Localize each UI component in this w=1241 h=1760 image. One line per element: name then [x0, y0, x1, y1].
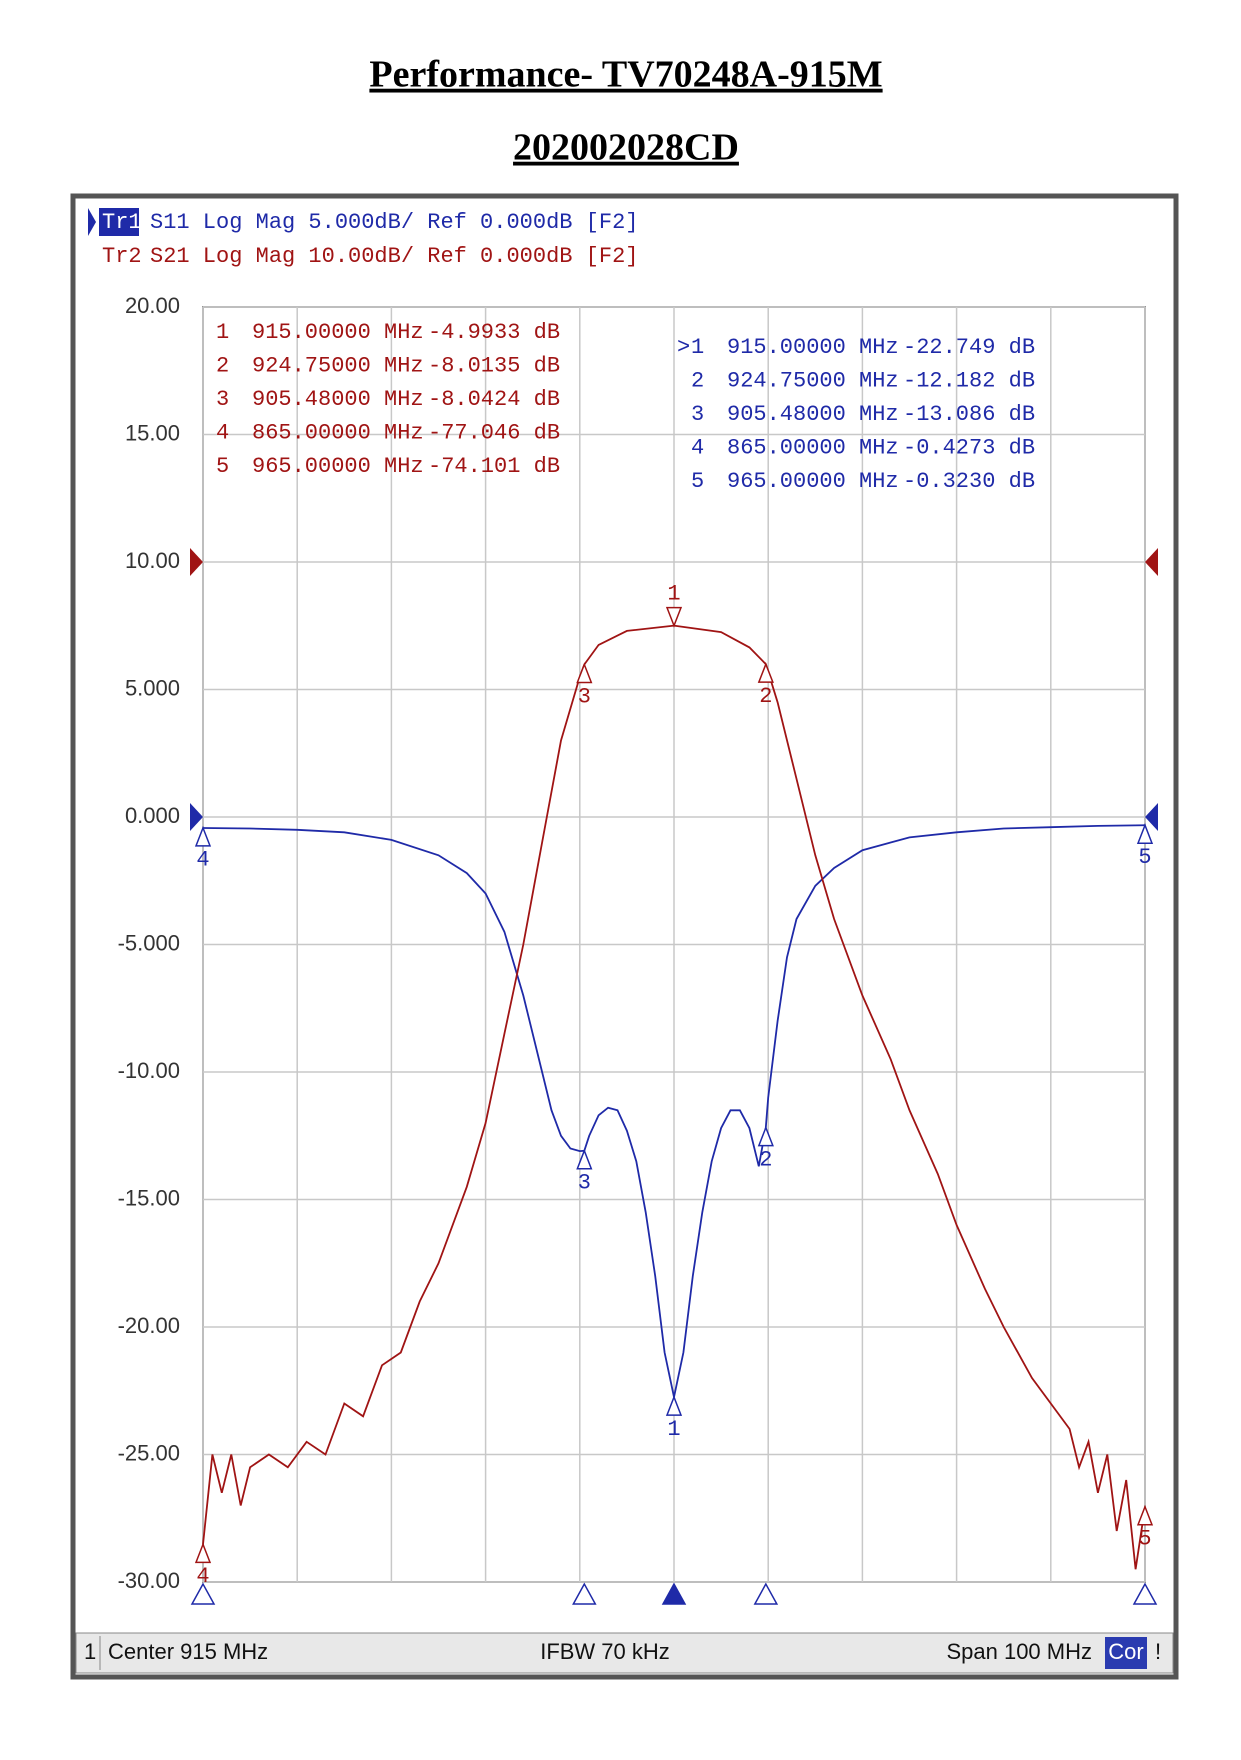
marker-frequency: 965.00000 MHz — [727, 469, 899, 494]
marker-frequency: 915.00000 MHz — [727, 335, 899, 360]
marker-value: -22.749 dB — [903, 335, 1035, 360]
marker-label: 3 — [578, 1171, 591, 1196]
marker-value: -77.046 dB — [428, 420, 560, 445]
alert-indicator: ! — [1155, 1639, 1161, 1664]
marker-value: -4.9933 dB — [428, 320, 560, 345]
active-trace-arrow — [88, 208, 96, 236]
marker-position-indicator — [572, 1582, 597, 1605]
marker-id: 2 — [216, 353, 229, 378]
channel-number: 1 — [84, 1639, 96, 1664]
marker-position-indicator — [661, 1582, 687, 1605]
y-tick-label: 0.000 — [125, 803, 180, 828]
y-tick-label: 15.00 — [125, 420, 180, 445]
marker-label: 2 — [759, 1147, 772, 1172]
page-title: Performance- TV70248A-915M — [369, 54, 882, 96]
marker-value: -0.3230 dB — [903, 469, 1035, 494]
reference-arrow — [1145, 803, 1158, 831]
marker-id: 3 — [216, 387, 229, 412]
marker-triangle — [665, 606, 683, 628]
status-bar — [75, 1632, 1174, 1674]
trace-line — [202, 824, 1146, 1398]
marker-frequency: 905.48000 MHz — [727, 402, 899, 427]
marker-frequency: 915.00000 MHz — [252, 320, 424, 345]
y-tick-label: -30.00 — [118, 1568, 180, 1593]
reference-arrow — [190, 803, 203, 831]
marker-frequency: 905.48000 MHz — [252, 387, 424, 412]
marker-id: 5 — [691, 469, 704, 494]
marker-position-indicator — [190, 1582, 216, 1605]
page-subtitle: 202002028CD — [513, 127, 739, 169]
marker-label: 1 — [667, 581, 680, 606]
marker-value: -8.0135 dB — [428, 353, 560, 378]
y-tick-label: 10.00 — [125, 548, 180, 573]
marker-frequency: 865.00000 MHz — [252, 420, 424, 445]
active-trace-box — [99, 208, 139, 236]
marker-triangle — [194, 1542, 212, 1564]
marker-id: 2 — [691, 368, 704, 393]
marker-triangle — [1136, 823, 1154, 844]
marker-triangle — [757, 1125, 774, 1147]
y-tick-label: -5.000 — [118, 930, 180, 955]
center-frequency: Center 915 MHz — [108, 1639, 268, 1664]
correction-indicator: Cor — [1108, 1639, 1143, 1664]
marker-position-indicator — [1132, 1582, 1158, 1605]
y-tick-label: -15.00 — [118, 1185, 180, 1210]
marker-frequency: 924.75000 MHz — [727, 368, 899, 393]
marker-id: 1 — [216, 320, 229, 345]
marker-position-indicator — [753, 1582, 779, 1605]
marker-frequency: 865.00000 MHz — [727, 435, 899, 460]
marker-label: 5 — [1138, 845, 1151, 870]
y-tick-label: -25.00 — [118, 1440, 180, 1465]
active-marker-symbol: > — [677, 335, 690, 360]
marker-value: -74.101 dB — [428, 454, 560, 479]
marker-label: 1 — [667, 1417, 680, 1442]
marker-id: 3 — [691, 402, 704, 427]
marker-id: 1 — [691, 335, 704, 360]
trace-line — [202, 624, 1146, 1570]
marker-frequency: 965.00000 MHz — [252, 454, 424, 479]
reference-arrow — [190, 548, 203, 576]
legend-trace-settings: S11 Log Mag 5.000dB/ Ref 0.000dB [F2] — [150, 210, 638, 235]
marker-triangle — [1136, 1504, 1154, 1526]
marker-label: 4 — [196, 848, 209, 873]
legend-trace-settings: S21 Log Mag 10.00dB/ Ref 0.000dB [F2] — [150, 244, 638, 269]
marker-triangle — [757, 662, 774, 683]
marker-value: -13.086 dB — [903, 402, 1035, 427]
reference-arrow — [1145, 548, 1158, 576]
span: Span 100 MHz — [946, 1639, 1092, 1664]
legend-trace-name: Tr2 — [102, 244, 142, 269]
marker-triangle — [665, 1395, 683, 1416]
chart: 20.00 15.00 10.00 5.000 0.000 -5.000 -10.00 -15… — [84, 210, 1161, 1670]
marker-value: -12.182 dB — [903, 368, 1035, 393]
marker-label: 3 — [578, 684, 591, 709]
marker-id: 4 — [691, 435, 704, 460]
legend-trace-name: Tr1 — [102, 210, 142, 235]
y-tick-label: 5.000 — [125, 675, 180, 700]
marker-id: 4 — [216, 420, 229, 445]
marker-label: 2 — [759, 684, 772, 709]
marker-label: 4 — [196, 1564, 209, 1589]
ifbw: IFBW 70 kHz — [540, 1639, 670, 1664]
marker-triangle — [576, 662, 593, 684]
y-tick-label: -20.00 — [118, 1313, 180, 1338]
marker-frequency: 924.75000 MHz — [252, 353, 424, 378]
marker-label: 5 — [1138, 1527, 1151, 1552]
marker-triangle — [576, 1148, 593, 1170]
marker-value: -0.4273 dB — [903, 435, 1035, 460]
correction-box — [1105, 1637, 1147, 1669]
marker-value: -8.0424 dB — [428, 387, 560, 412]
y-tick-label: 20.00 — [125, 293, 180, 318]
marker-triangle — [194, 825, 212, 847]
marker-id: 5 — [216, 454, 229, 479]
y-tick-label: -10.00 — [118, 1058, 180, 1083]
